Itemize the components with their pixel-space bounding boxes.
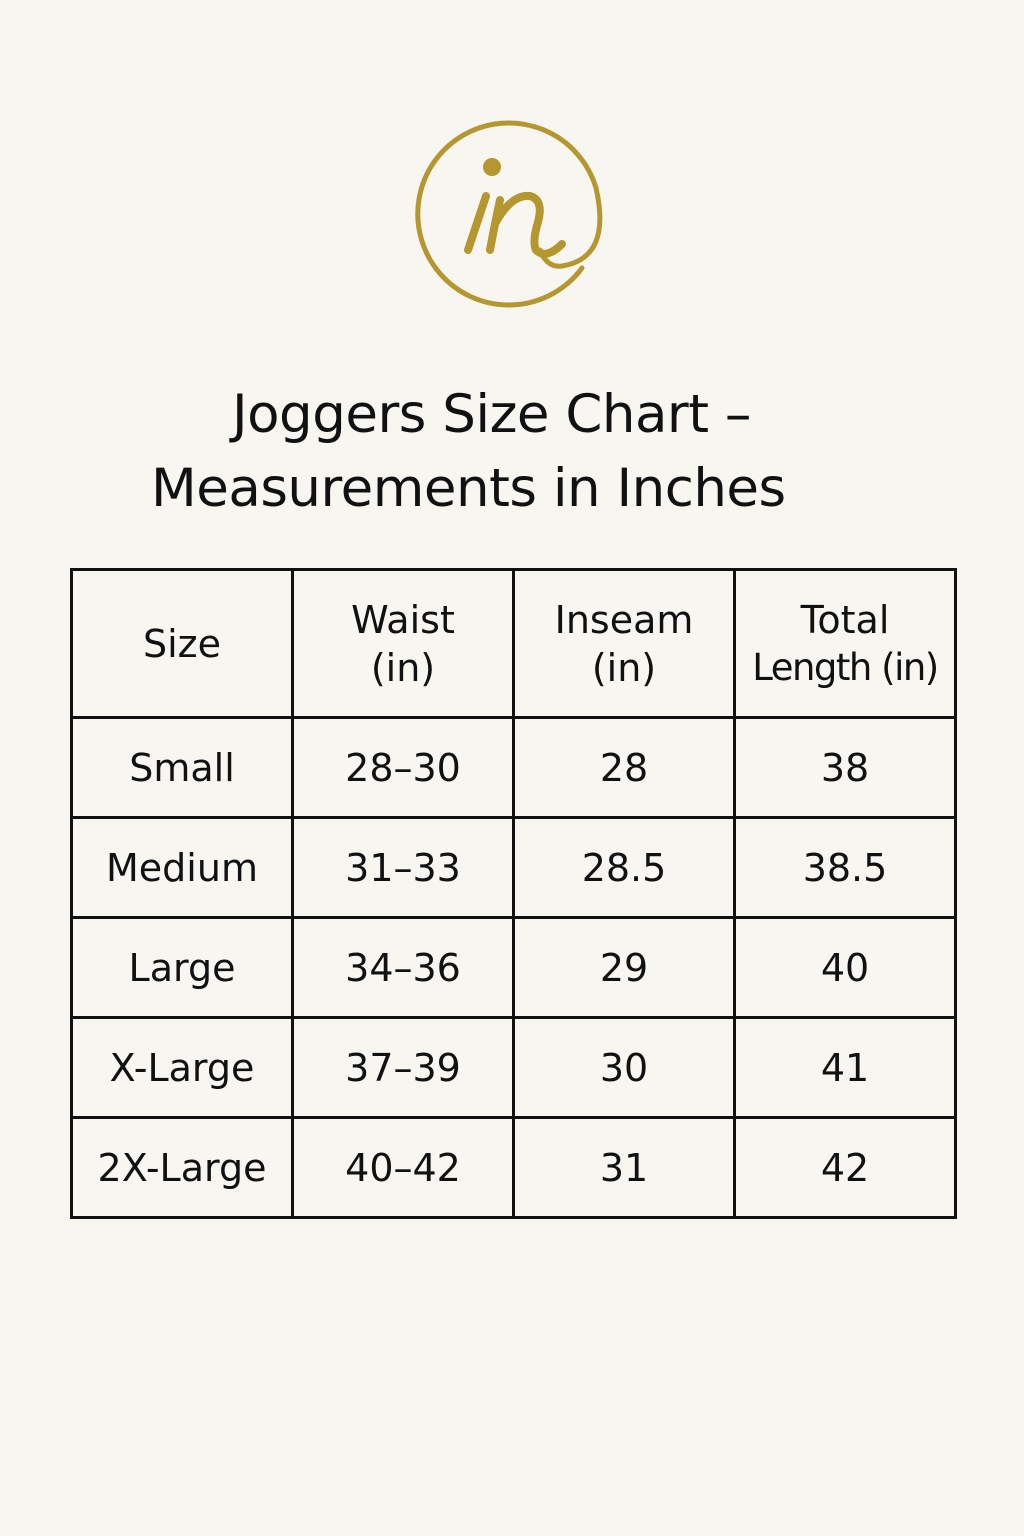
cell-length: 40 (733, 916, 957, 1019)
cell-length: 41 (733, 1016, 957, 1119)
header-waist-label: Waist (351, 597, 455, 642)
cell-waist: 40–42 (291, 1116, 515, 1219)
cell-inseam: 30 (512, 1016, 736, 1119)
title-line-2: Measurements in Inches (151, 458, 786, 519)
table-row: 2X-Large 40–42 31 42 (70, 1116, 957, 1219)
header-total-length-unit: Length (in) (752, 645, 939, 689)
cell-waist: 34–36 (291, 916, 515, 1019)
cell-size: Large (70, 916, 294, 1019)
header-inseam-unit: (in) (591, 645, 657, 690)
size-chart-table: Size Waist (in) Inseam (in) Total Length… (70, 568, 957, 1219)
header-inseam-label: Inseam (554, 597, 694, 642)
logo-i-stem (464, 192, 490, 254)
logo-n-stroke (486, 191, 566, 258)
table-row: Small 28–30 28 38 (70, 716, 957, 819)
cell-size: X-Large (70, 1016, 294, 1119)
table-row: Medium 31–33 28.5 38.5 (70, 816, 957, 919)
cell-size: 2X-Large (70, 1116, 294, 1219)
page-title: Joggers Size Chart – Measurements in Inc… (0, 378, 1024, 526)
cell-waist: 31–33 (291, 816, 515, 919)
cell-length: 38.5 (733, 816, 957, 919)
cell-size: Medium (70, 816, 294, 919)
header-size-label: Size (142, 621, 221, 666)
cell-inseam: 29 (512, 916, 736, 1019)
title-line-1: Joggers Size Chart – (232, 384, 751, 445)
table-row: X-Large 37–39 30 41 (70, 1016, 957, 1119)
cell-length: 38 (733, 716, 957, 819)
table-header-row: Size Waist (in) Inseam (in) Total Length… (70, 568, 957, 719)
table-row: Large 34–36 29 40 (70, 916, 957, 1019)
cell-inseam: 28 (512, 716, 736, 819)
header-waist: Waist (in) (291, 568, 515, 719)
logo-i-dot (483, 158, 501, 176)
header-inseam: Inseam (in) (512, 568, 736, 719)
cell-length: 42 (733, 1116, 957, 1219)
cell-inseam: 31 (512, 1116, 736, 1219)
cell-waist: 28–30 (291, 716, 515, 819)
brand-logo-icon (415, 120, 603, 308)
cell-size: Small (70, 716, 294, 819)
header-waist-unit: (in) (370, 645, 436, 690)
header-total-length-label: Total (800, 597, 890, 642)
cell-waist: 37–39 (291, 1016, 515, 1119)
header-total-length: Total Length (in) (733, 568, 957, 719)
header-size: Size (70, 568, 294, 719)
logo-circle (415, 120, 603, 308)
cell-inseam: 28.5 (512, 816, 736, 919)
